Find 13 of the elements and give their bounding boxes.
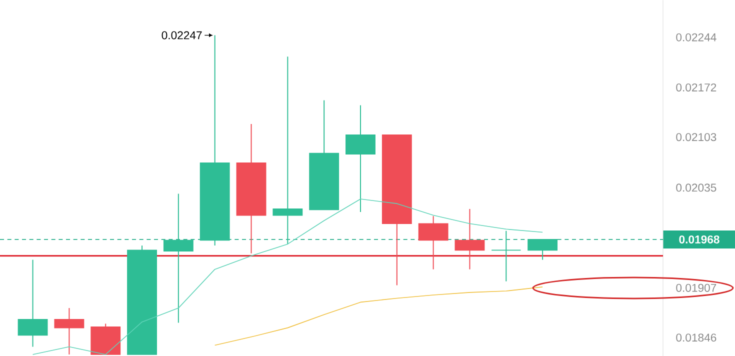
y-tick-label: 0.01907: [676, 284, 716, 292]
annotation: 0.02247: [162, 31, 202, 40]
line-series: [32, 198, 543, 355]
candlestick: [491, 230, 522, 282]
ref-line-label: 0.01968: [679, 235, 720, 244]
candlestick: [272, 56, 303, 245]
y-tick-label: 0.02244: [676, 33, 716, 42]
y-tick-label: 0.02172: [676, 83, 716, 92]
y-tick-label: 0.02035: [676, 184, 716, 192]
y-tick-label: 0.01846: [676, 334, 716, 342]
line-series: [214, 286, 543, 346]
candlestick: [163, 193, 194, 324]
y-tick-label: 0.02103: [676, 133, 716, 142]
